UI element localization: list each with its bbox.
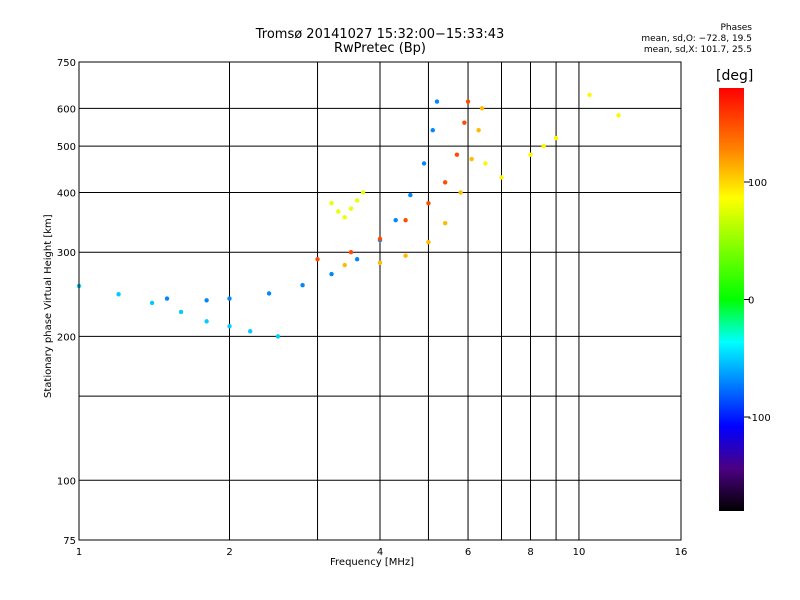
data-point bbox=[587, 92, 592, 98]
tick-labels: 1 2 4 6 8 10 16 75 100 200 300 400 500 600 750 bbox=[57, 58, 687, 558]
y-tick-label: 750 bbox=[57, 58, 76, 69]
data-point bbox=[442, 221, 448, 226]
chart-subtitle: RwPretec (Bp) bbox=[333, 41, 427, 56]
data-point bbox=[342, 262, 347, 268]
colorbar-label: [deg] bbox=[716, 68, 754, 84]
colorbar-tick-label: 0 bbox=[748, 296, 754, 307]
data-point bbox=[266, 291, 272, 296]
y-tick-label: 100 bbox=[57, 476, 76, 487]
data-point bbox=[342, 215, 347, 220]
y-tick-label: 200 bbox=[57, 332, 76, 343]
data-point bbox=[354, 198, 360, 203]
data-points bbox=[76, 92, 621, 339]
data-point bbox=[465, 99, 471, 104]
x-tick-label: 6 bbox=[465, 547, 471, 558]
data-point bbox=[315, 257, 320, 262]
grid bbox=[79, 62, 681, 540]
data-point bbox=[553, 135, 559, 141]
data-point bbox=[275, 334, 281, 339]
data-point bbox=[403, 218, 408, 223]
data-point bbox=[442, 180, 448, 185]
x-tick-label: 10 bbox=[573, 547, 586, 558]
data-point bbox=[541, 143, 546, 149]
data-point bbox=[377, 260, 383, 266]
data-point bbox=[476, 127, 481, 133]
data-point bbox=[204, 319, 209, 324]
data-point bbox=[499, 175, 504, 180]
data-point bbox=[458, 190, 463, 195]
data-point bbox=[204, 298, 209, 303]
data-point bbox=[421, 161, 427, 166]
data-point bbox=[360, 190, 366, 195]
colorbar bbox=[719, 88, 744, 511]
data-point bbox=[426, 239, 431, 245]
chart-title: Tromsø 20141027 15:32:00−15:33:43 bbox=[255, 27, 505, 42]
data-point bbox=[354, 257, 360, 262]
y-tick-label: 400 bbox=[57, 188, 76, 199]
data-point bbox=[116, 292, 121, 297]
x-tick-label: 4 bbox=[377, 547, 383, 558]
data-point bbox=[164, 296, 170, 301]
x-tick-label: 16 bbox=[675, 547, 688, 558]
colorbar-tick-label: 100 bbox=[748, 178, 767, 189]
x-tick-label: 1 bbox=[76, 547, 82, 558]
data-point bbox=[430, 127, 435, 133]
data-point bbox=[403, 253, 408, 258]
data-point bbox=[329, 200, 334, 206]
x-axis-label: Frequency [MHz] bbox=[330, 557, 415, 568]
phases-title: Phases bbox=[720, 23, 752, 33]
y-tick-label: 75 bbox=[63, 536, 76, 547]
y-tick-label: 300 bbox=[57, 248, 76, 259]
data-point bbox=[483, 161, 488, 166]
data-point bbox=[247, 329, 253, 334]
data-point bbox=[434, 99, 440, 104]
data-point bbox=[528, 152, 533, 157]
data-point bbox=[479, 106, 485, 111]
data-point bbox=[426, 200, 431, 206]
plot-frame bbox=[78, 61, 682, 541]
phases-x-mode: mean, sd,X: 101.7, 25.5 bbox=[643, 45, 752, 55]
y-tick-label: 500 bbox=[57, 142, 76, 153]
data-point bbox=[336, 209, 341, 214]
data-point bbox=[178, 309, 184, 315]
data-point bbox=[227, 296, 232, 301]
colorbar-tick-label: -100 bbox=[748, 413, 771, 424]
data-point bbox=[329, 271, 334, 277]
data-point bbox=[462, 120, 467, 125]
data-point bbox=[408, 192, 413, 198]
colorbar-ticks: 100 0 -100 bbox=[744, 178, 771, 424]
data-point bbox=[393, 218, 398, 223]
data-point bbox=[348, 250, 354, 255]
data-point bbox=[469, 156, 474, 162]
data-point bbox=[227, 324, 232, 329]
data-point bbox=[454, 152, 460, 157]
data-point bbox=[616, 113, 621, 118]
data-point bbox=[149, 300, 155, 306]
phases-o-mode: mean, sd,O: −72.8, 19.5 bbox=[641, 34, 752, 44]
y-tick-label: 600 bbox=[57, 104, 76, 115]
data-point bbox=[300, 282, 305, 288]
data-point bbox=[348, 206, 354, 211]
x-tick-label: 8 bbox=[527, 547, 533, 558]
data-point bbox=[377, 236, 383, 242]
x-tick-label: 2 bbox=[226, 547, 232, 558]
